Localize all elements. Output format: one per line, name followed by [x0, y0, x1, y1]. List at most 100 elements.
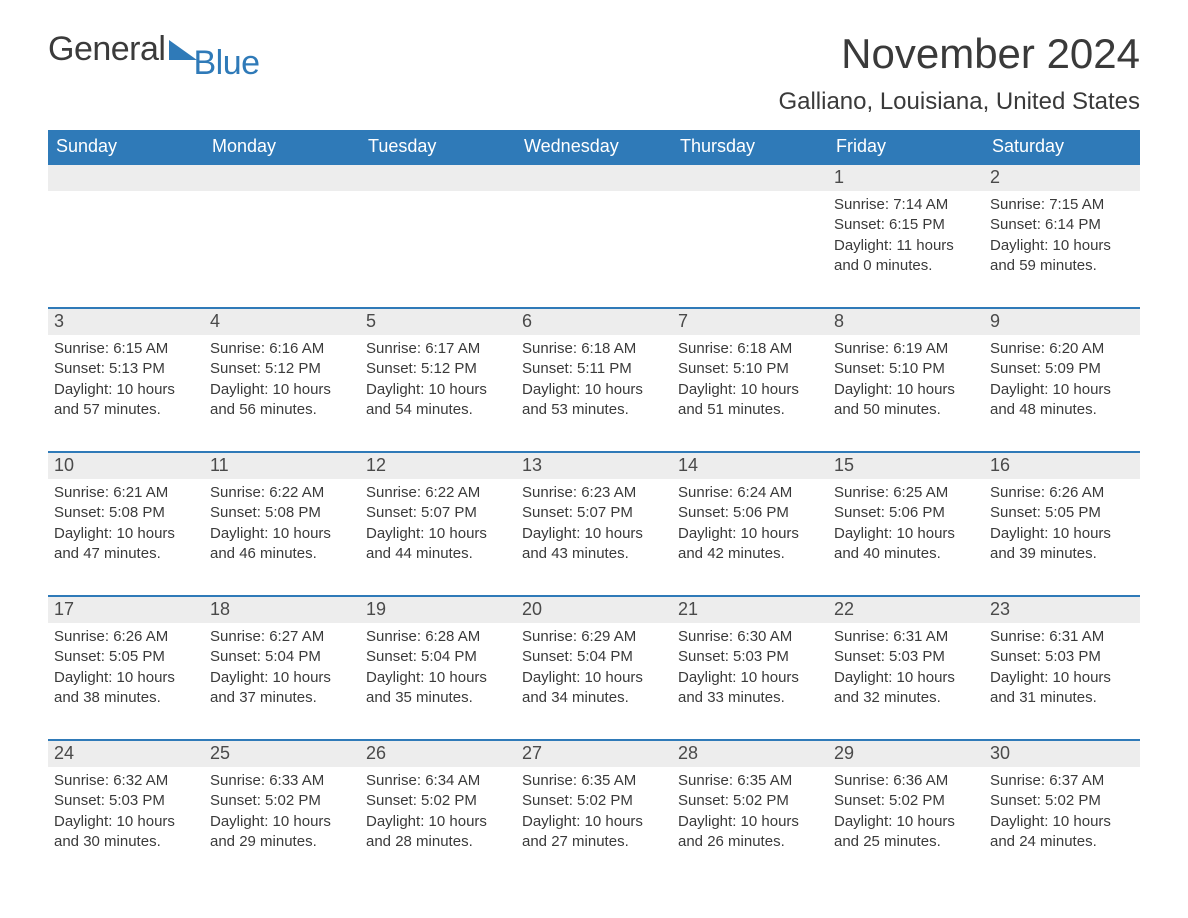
day-cell: 21Sunrise: 6:30 AMSunset: 5:03 PMDayligh…: [672, 597, 828, 715]
day-body: Sunrise: 6:17 AMSunset: 5:12 PMDaylight:…: [360, 335, 516, 426]
day-number: 10: [48, 453, 204, 479]
week-row: 10Sunrise: 6:21 AMSunset: 5:08 PMDayligh…: [48, 451, 1140, 571]
sunset-text: Sunset: 5:03 PM: [54, 791, 198, 811]
day-body: Sunrise: 6:21 AMSunset: 5:08 PMDaylight:…: [48, 479, 204, 570]
day-cell: 7 Sunrise: 6:18 AMSunset: 5:10 PMDaylight…: [672, 309, 828, 427]
day-body: Sunrise: 6:20 AMSunset: 5:09 PMDaylight:…: [984, 335, 1140, 426]
sunset-text: Sunset: 5:03 PM: [990, 647, 1134, 667]
day-number: 26: [360, 741, 516, 767]
sunrise-text: Sunrise: 6:16 AM: [210, 339, 354, 359]
daylight-text: Daylight: 11 hours and 0 minutes.: [834, 236, 978, 277]
day-body: Sunrise: 6:33 AMSunset: 5:02 PMDaylight:…: [204, 767, 360, 858]
week-row: 1Sunrise: 7:14 AMSunset: 6:15 PMDaylight…: [48, 165, 1140, 283]
day-body: Sunrise: 6:15 AMSunset: 5:13 PMDaylight:…: [48, 335, 204, 426]
sunrise-text: Sunrise: 6:28 AM: [366, 627, 510, 647]
day-number: 7: [672, 309, 828, 335]
day-cell: 9Sunrise: 6:20 AMSunset: 5:09 PMDaylight…: [984, 309, 1140, 427]
day-number: 28: [672, 741, 828, 767]
daylight-text: Daylight: 10 hours and 57 minutes.: [54, 380, 198, 421]
sunset-text: Sunset: 5:09 PM: [990, 359, 1134, 379]
day-cell: 2Sunrise: 7:15 AMSunset: 6:14 PMDaylight…: [984, 165, 1140, 283]
daylight-text: Daylight: 10 hours and 35 minutes.: [366, 668, 510, 709]
sunrise-text: Sunrise: 6:26 AM: [990, 483, 1134, 503]
day-cell: 25Sunrise: 6:33 AMSunset: 5:02 PMDayligh…: [204, 741, 360, 859]
sunset-text: Sunset: 5:04 PM: [522, 647, 666, 667]
daylight-text: Daylight: 10 hours and 54 minutes.: [366, 380, 510, 421]
day-number: 30: [984, 741, 1140, 767]
daylight-text: Daylight: 10 hours and 43 minutes.: [522, 524, 666, 565]
empty-day-header: [516, 165, 672, 191]
day-number: 17: [48, 597, 204, 623]
week-row: 17Sunrise: 6:26 AMSunset: 5:05 PMDayligh…: [48, 595, 1140, 715]
sunrise-text: Sunrise: 6:18 AM: [522, 339, 666, 359]
daylight-text: Daylight: 10 hours and 59 minutes.: [990, 236, 1134, 277]
day-cell: 24Sunrise: 6:32 AMSunset: 5:03 PMDayligh…: [48, 741, 204, 859]
brand-part1: General: [48, 30, 165, 69]
daylight-text: Daylight: 10 hours and 25 minutes.: [834, 812, 978, 853]
sunrise-text: Sunrise: 6:21 AM: [54, 483, 198, 503]
sunrise-text: Sunrise: 6:33 AM: [210, 771, 354, 791]
day-cell: [672, 165, 828, 283]
day-number: 9: [984, 309, 1140, 335]
sunset-text: Sunset: 5:06 PM: [834, 503, 978, 523]
daylight-text: Daylight: 10 hours and 33 minutes.: [678, 668, 822, 709]
day-cell: 18Sunrise: 6:27 AMSunset: 5:04 PMDayligh…: [204, 597, 360, 715]
daylight-text: Daylight: 10 hours and 47 minutes.: [54, 524, 198, 565]
sunrise-text: Sunrise: 6:37 AM: [990, 771, 1134, 791]
day-number: 22: [828, 597, 984, 623]
day-number: 25: [204, 741, 360, 767]
day-number: 14: [672, 453, 828, 479]
sunset-text: Sunset: 6:14 PM: [990, 215, 1134, 235]
sunset-text: Sunset: 5:07 PM: [366, 503, 510, 523]
sunset-text: Sunset: 5:10 PM: [678, 359, 822, 379]
sunrise-text: Sunrise: 6:32 AM: [54, 771, 198, 791]
day-number: 23: [984, 597, 1140, 623]
day-cell: 29Sunrise: 6:36 AMSunset: 5:02 PMDayligh…: [828, 741, 984, 859]
day-body: Sunrise: 6:18 AMSunset: 5:11 PMDaylight:…: [516, 335, 672, 426]
sunset-text: Sunset: 5:03 PM: [678, 647, 822, 667]
sunrise-text: Sunrise: 7:14 AM: [834, 195, 978, 215]
daylight-text: Daylight: 10 hours and 38 minutes.: [54, 668, 198, 709]
day-cell: 12Sunrise: 6:22 AMSunset: 5:07 PMDayligh…: [360, 453, 516, 571]
day-cell: 11Sunrise: 6:22 AMSunset: 5:08 PMDayligh…: [204, 453, 360, 571]
sunrise-text: Sunrise: 6:35 AM: [522, 771, 666, 791]
dow-cell: Thursday: [672, 130, 828, 165]
day-number: 11: [204, 453, 360, 479]
week-row: 24Sunrise: 6:32 AMSunset: 5:03 PMDayligh…: [48, 739, 1140, 859]
daylight-text: Daylight: 10 hours and 29 minutes.: [210, 812, 354, 853]
day-number: 13: [516, 453, 672, 479]
sunset-text: Sunset: 5:03 PM: [834, 647, 978, 667]
sunrise-text: Sunrise: 6:20 AM: [990, 339, 1134, 359]
sunrise-text: Sunrise: 6:34 AM: [366, 771, 510, 791]
sunrise-text: Sunrise: 6:18 AM: [678, 339, 822, 359]
dow-cell: Tuesday: [360, 130, 516, 165]
daylight-text: Daylight: 10 hours and 30 minutes.: [54, 812, 198, 853]
day-body: Sunrise: 6:36 AMSunset: 5:02 PMDaylight:…: [828, 767, 984, 858]
sunset-text: Sunset: 5:08 PM: [210, 503, 354, 523]
day-number: 20: [516, 597, 672, 623]
sunset-text: Sunset: 5:13 PM: [54, 359, 198, 379]
days-of-week-row: SundayMondayTuesdayWednesdayThursdayFrid…: [48, 130, 1140, 165]
day-cell: 26Sunrise: 6:34 AMSunset: 5:02 PMDayligh…: [360, 741, 516, 859]
sunset-text: Sunset: 5:02 PM: [366, 791, 510, 811]
sunrise-text: Sunrise: 7:15 AM: [990, 195, 1134, 215]
sunrise-text: Sunrise: 6:27 AM: [210, 627, 354, 647]
sunset-text: Sunset: 5:12 PM: [366, 359, 510, 379]
day-cell: 28Sunrise: 6:35 AMSunset: 5:02 PMDayligh…: [672, 741, 828, 859]
daylight-text: Daylight: 10 hours and 40 minutes.: [834, 524, 978, 565]
day-number: 4: [204, 309, 360, 335]
day-body: Sunrise: 6:32 AMSunset: 5:03 PMDaylight:…: [48, 767, 204, 858]
day-cell: 15Sunrise: 6:25 AMSunset: 5:06 PMDayligh…: [828, 453, 984, 571]
sunrise-text: Sunrise: 6:25 AM: [834, 483, 978, 503]
weeks-container: 1Sunrise: 7:14 AMSunset: 6:15 PMDaylight…: [48, 165, 1140, 859]
daylight-text: Daylight: 10 hours and 51 minutes.: [678, 380, 822, 421]
day-body: Sunrise: 7:14 AMSunset: 6:15 PMDaylight:…: [828, 191, 984, 282]
daylight-text: Daylight: 10 hours and 56 minutes.: [210, 380, 354, 421]
day-cell: 4 Sunrise: 6:16 AMSunset: 5:12 PMDaylight…: [204, 309, 360, 427]
sunset-text: Sunset: 5:06 PM: [678, 503, 822, 523]
sunrise-text: Sunrise: 6:17 AM: [366, 339, 510, 359]
location: Galliano, Louisiana, United States: [778, 88, 1140, 116]
day-cell: 16Sunrise: 6:26 AMSunset: 5:05 PMDayligh…: [984, 453, 1140, 571]
sunset-text: Sunset: 5:12 PM: [210, 359, 354, 379]
day-cell: 5Sunrise: 6:17 AMSunset: 5:12 PMDaylight…: [360, 309, 516, 427]
